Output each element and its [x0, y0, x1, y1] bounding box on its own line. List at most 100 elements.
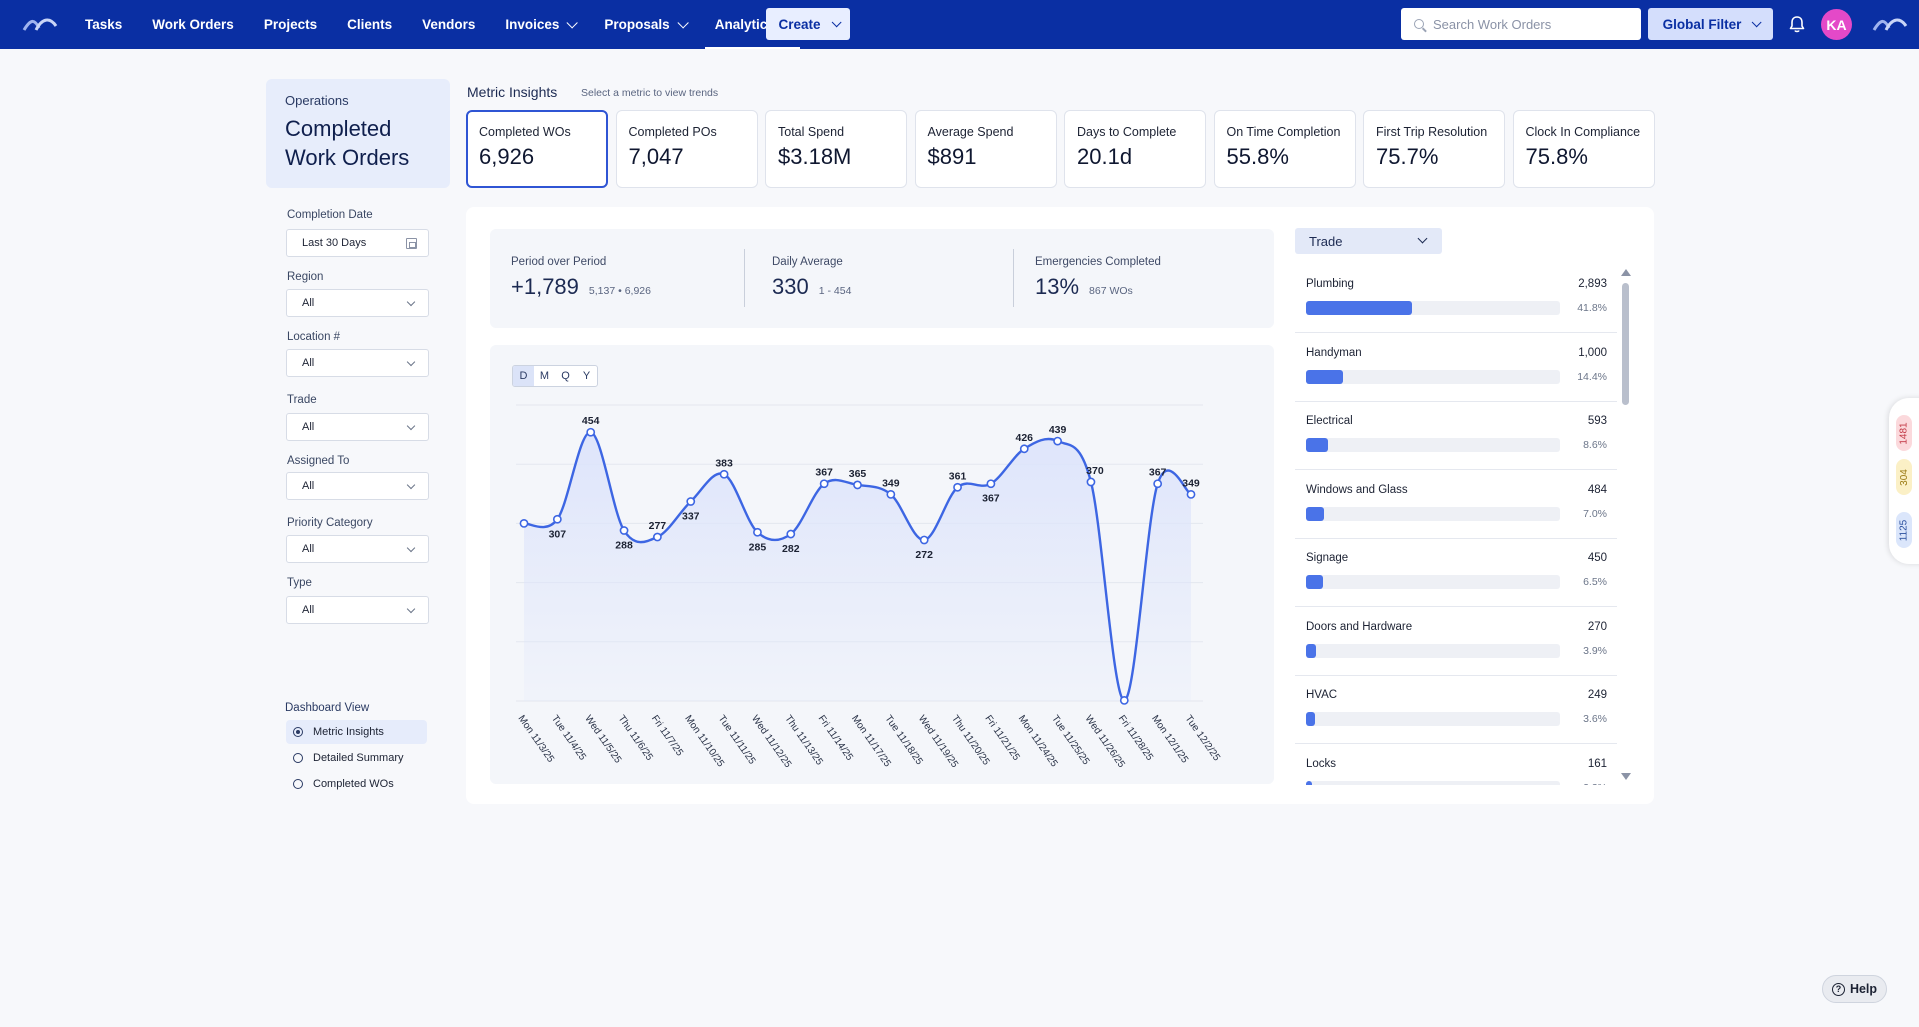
dashboard-view-detailed-summary[interactable]: Detailed Summary [286, 746, 427, 770]
filter-completion-date-select[interactable]: Last 30 Days [286, 229, 429, 257]
chart-point [1053, 436, 1062, 446]
nav-item-analytics[interactable]: Analytics [700, 0, 805, 49]
metric-card-completed-wos[interactable]: Completed WOs 6,926 [466, 110, 608, 188]
trade-name: Doors and Hardware [1306, 620, 1413, 633]
nav-item-projects[interactable]: Projects [249, 0, 332, 49]
trade-breakdown-list[interactable]: Plumbing 2,893 41.8% Handyman 1,000 14.4% Elec… [1295, 265, 1617, 785]
stat-detail: 867 WOs [1089, 285, 1133, 297]
filter-trade-select[interactable]: All [286, 413, 429, 441]
chart-data-label: 439 [1049, 424, 1067, 436]
metric-card-label: Clock In Compliance [1525, 125, 1641, 139]
dashboard-view-completed-wos[interactable]: Completed WOs [286, 772, 427, 796]
chevron-down-icon [566, 16, 579, 29]
filter-type-select[interactable]: All [286, 596, 429, 624]
chart-data-label: 288 [615, 540, 633, 552]
metric-card-completed-pos[interactable]: Completed POs 7,047 [615, 110, 758, 188]
chevron-down-icon [406, 604, 416, 614]
dashboard-view-metric-insights[interactable]: Metric Insights [286, 720, 427, 744]
chart-series-line [523, 431, 1192, 702]
trade-row-handyman[interactable]: Handyman 1,000 14.4% [1295, 334, 1617, 402]
chevron-down-icon [1417, 233, 1428, 244]
nav-item-invoices[interactable]: Invoices [490, 0, 589, 49]
metric-card-label: Days to Complete [1077, 125, 1177, 139]
metric-card-total-spend[interactable]: Total Spend $3.18M [765, 110, 907, 188]
chart-point [919, 535, 929, 545]
nav-item-tasks[interactable]: Tasks [70, 0, 137, 49]
trade-count: 270 [1587, 620, 1607, 633]
help-button[interactable]: ? Help [1822, 975, 1887, 1003]
avatar[interactable]: KA [1821, 9, 1852, 40]
search-input[interactable]: Search Work Orders [1401, 8, 1641, 40]
trade-row-plumbing[interactable]: Plumbing 2,893 41.8% [1295, 265, 1617, 333]
trade-bar-fill [1306, 506, 1324, 521]
nav-item-clients[interactable]: Clients [332, 0, 407, 49]
metric-card-value: $891 [927, 144, 977, 169]
status-count-pill[interactable]: 1481 [1896, 415, 1912, 451]
global-filter-button[interactable]: Global Filter [1648, 8, 1773, 40]
metric-card-label: Average Spend [927, 125, 1014, 139]
chart-data-label: 285 [749, 541, 767, 553]
metric-card-value: 75.8% [1525, 144, 1588, 169]
trade-row-windows-and-glass[interactable]: Windows and Glass 484 7.0% [1295, 471, 1617, 539]
chart-point [886, 489, 896, 499]
trade-row-electrical[interactable]: Electrical 593 8.6% [1295, 402, 1617, 470]
stat-value: 330 [772, 274, 809, 299]
chevron-down-icon [406, 480, 416, 490]
metric-card-days-to-complete[interactable]: Days to Complete 20.1d [1064, 110, 1206, 188]
brand-logo-icon[interactable] [22, 14, 58, 34]
create-button[interactable]: Create [766, 8, 850, 40]
nav-item-work-orders[interactable]: Work Orders [137, 0, 249, 49]
filter-priority-category-select[interactable]: All [286, 535, 429, 563]
metric-card-first-trip-resolution[interactable]: First Trip Resolution 75.7% [1363, 110, 1505, 188]
chart-data-label: 367 [815, 467, 833, 479]
metric-card-label: Completed POs [628, 125, 717, 139]
status-count-pill[interactable]: 304 [1896, 459, 1912, 495]
metric-card-label: First Trip Resolution [1376, 125, 1488, 139]
scroll-up-arrow-icon[interactable] [1621, 269, 1631, 276]
nav-item-proposals[interactable]: Proposals [589, 0, 699, 49]
chart-data-label: 383 [715, 457, 733, 469]
scroll-down-arrow-icon[interactable] [1621, 773, 1631, 780]
period-button-y[interactable]: Y [582, 370, 591, 382]
filter-label-region: Region [287, 271, 324, 283]
scrollbar-thumb[interactable] [1622, 283, 1629, 405]
trade-bar-fill [1306, 712, 1316, 726]
trade-row-locks[interactable]: Locks 161 2.3% [1295, 745, 1617, 785]
bell-icon[interactable] [1787, 14, 1807, 34]
nav-item-label: Projects [263, 17, 318, 32]
period-button-q[interactable]: Q [561, 370, 570, 382]
help-label: Help [1849, 982, 1878, 996]
metric-card-clock-in-compliance[interactable]: Clock In Compliance 75.8% [1512, 110, 1655, 188]
trade-percent: 41.8% [1577, 302, 1607, 314]
chart-point [953, 482, 962, 492]
stat-divider [744, 249, 745, 307]
chart-x-tick-label: Fri 11/7/25 [649, 713, 685, 758]
period-button-d[interactable]: D [513, 366, 534, 386]
chart-data-label: 349 [1182, 477, 1200, 489]
metric-card-on-time-completion[interactable]: On Time Completion 55.8% [1213, 110, 1356, 188]
filter-value: All [302, 421, 315, 433]
dashboard-view-label: Completed WOs [313, 778, 394, 790]
filter-region-select[interactable]: All [286, 289, 429, 317]
period-button-m[interactable]: M [539, 370, 550, 382]
trade-bar-fill [1306, 780, 1312, 785]
trade-row-hvac[interactable]: HVAC 249 3.6% [1295, 676, 1617, 744]
radio-icon [293, 727, 303, 737]
trade-name: Signage [1306, 552, 1349, 564]
trade-count: 249 [1587, 689, 1607, 701]
trade-bar-track [1306, 575, 1560, 589]
metric-card-average-spend[interactable]: Average Spend $891 [914, 110, 1057, 188]
filter-assigned-to-select[interactable]: All [286, 472, 429, 500]
trade-bar-track [1306, 643, 1560, 658]
trade-row-doors-and-hardware[interactable]: Doors and Hardware 270 3.9% [1295, 608, 1617, 676]
trade-bar-track [1306, 301, 1560, 315]
filter-location-select[interactable]: All [286, 349, 429, 377]
trade-group-select[interactable]: Trade [1295, 228, 1442, 254]
status-count-pill[interactable]: 1125 [1896, 512, 1912, 548]
section-label: Operations [285, 93, 349, 108]
metric-card-value: 75.7% [1376, 144, 1439, 169]
nav-item-vendors[interactable]: Vendors [407, 0, 490, 49]
trade-count: 1,000 [1578, 346, 1607, 359]
trade-row-signage[interactable]: Signage 450 6.5% [1295, 539, 1617, 607]
trade-bar-track [1306, 712, 1560, 726]
